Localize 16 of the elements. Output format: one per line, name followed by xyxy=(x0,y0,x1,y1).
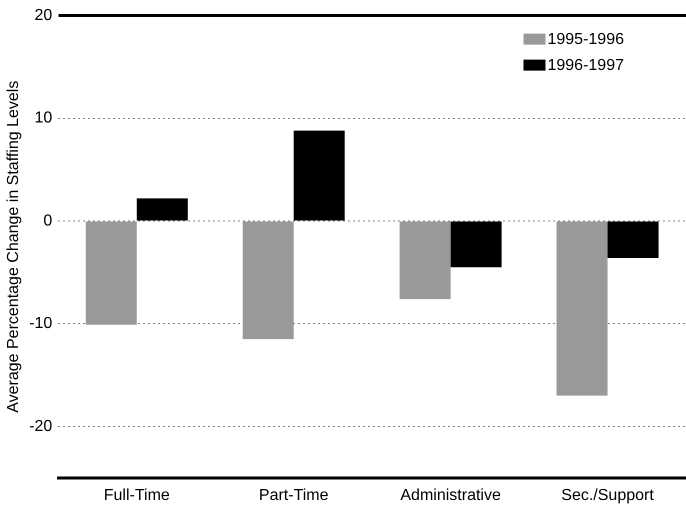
x-tick-label: Full-Time xyxy=(104,486,170,504)
x-tick-label: Administrative xyxy=(400,486,501,504)
bar xyxy=(242,222,294,340)
y-tick-label: -20 xyxy=(29,418,52,435)
legend-label: 1996-1997 xyxy=(547,57,624,74)
y-tick-label: 10 xyxy=(34,110,52,127)
y-tick-label: -10 xyxy=(29,315,52,332)
bar xyxy=(86,222,137,325)
y-tick-label: 20 xyxy=(34,7,52,24)
legend-label: 1995-1996 xyxy=(547,31,624,48)
bar xyxy=(556,222,608,396)
y-tick-label: 0 xyxy=(43,212,52,230)
x-tick-label: Part-Time xyxy=(258,486,329,504)
bar xyxy=(400,222,451,300)
x-tick-label: Sec./Support xyxy=(561,486,654,504)
y-axis-title: Average Percentage Change in Staffing Levels xyxy=(5,80,22,413)
